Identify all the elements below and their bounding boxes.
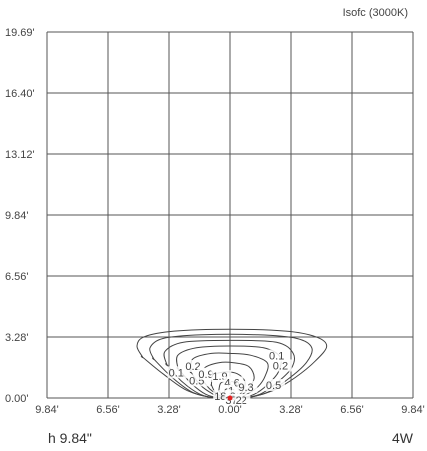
contour-line-1-9 xyxy=(189,352,269,399)
contour-label: 0.9 xyxy=(198,369,213,381)
mounting-height: h 9.84" xyxy=(48,430,92,446)
y-tick-label: 3.28' xyxy=(5,332,29,344)
contour-label: 2 xyxy=(236,395,242,407)
contour-line-0-2 xyxy=(149,333,313,400)
x-tick-label: 0.00' xyxy=(218,404,242,416)
x-tick-label: 6.56' xyxy=(96,404,120,416)
wattage: 4W xyxy=(392,430,413,446)
light-source-point xyxy=(227,395,233,401)
y-tick-label: 6.56' xyxy=(5,271,29,283)
contour-label-bg xyxy=(237,380,258,393)
grid xyxy=(46,31,414,399)
contour-labels: 0.10.20.10.20.50.91.94.69.30.5118.637.22 xyxy=(167,349,292,407)
x-tick-label: 9.84' xyxy=(401,404,425,416)
y-tick-label: 0.00' xyxy=(5,393,29,405)
contour-label: 0.2 xyxy=(185,361,200,373)
contour-line-0-1 xyxy=(136,328,328,400)
y-tick-label: 16.40' xyxy=(5,88,35,100)
contour-label-bg xyxy=(167,366,188,379)
contour-label: 0.1 xyxy=(169,367,184,379)
chart-title: Isofc (3000K) xyxy=(343,7,408,19)
y-tick-label: 13.12' xyxy=(5,149,35,161)
contour-label-bg xyxy=(264,378,285,391)
y-tick-label: 9.84' xyxy=(5,210,29,222)
contour-label: 9.3 xyxy=(238,382,253,394)
contour-label-bg xyxy=(271,359,292,372)
tick-labels: 9.84' 6.56' 3.28' 0.00' 3.28' 6.56' 9.84' 0.00'… xyxy=(5,27,425,416)
x-tick-label: 3.28' xyxy=(279,404,303,416)
x-tick-label: 9.84' xyxy=(35,404,59,416)
contour-label-bg xyxy=(268,349,289,362)
contour-label: 0.5 xyxy=(266,380,281,392)
x-tick-label: 3.28' xyxy=(157,404,181,416)
y-tick-label: 19.69' xyxy=(5,27,35,39)
x-tick-label: 6.56' xyxy=(340,404,364,416)
contour-label-bg xyxy=(234,393,243,406)
contour-label: 0.2 xyxy=(273,360,288,372)
